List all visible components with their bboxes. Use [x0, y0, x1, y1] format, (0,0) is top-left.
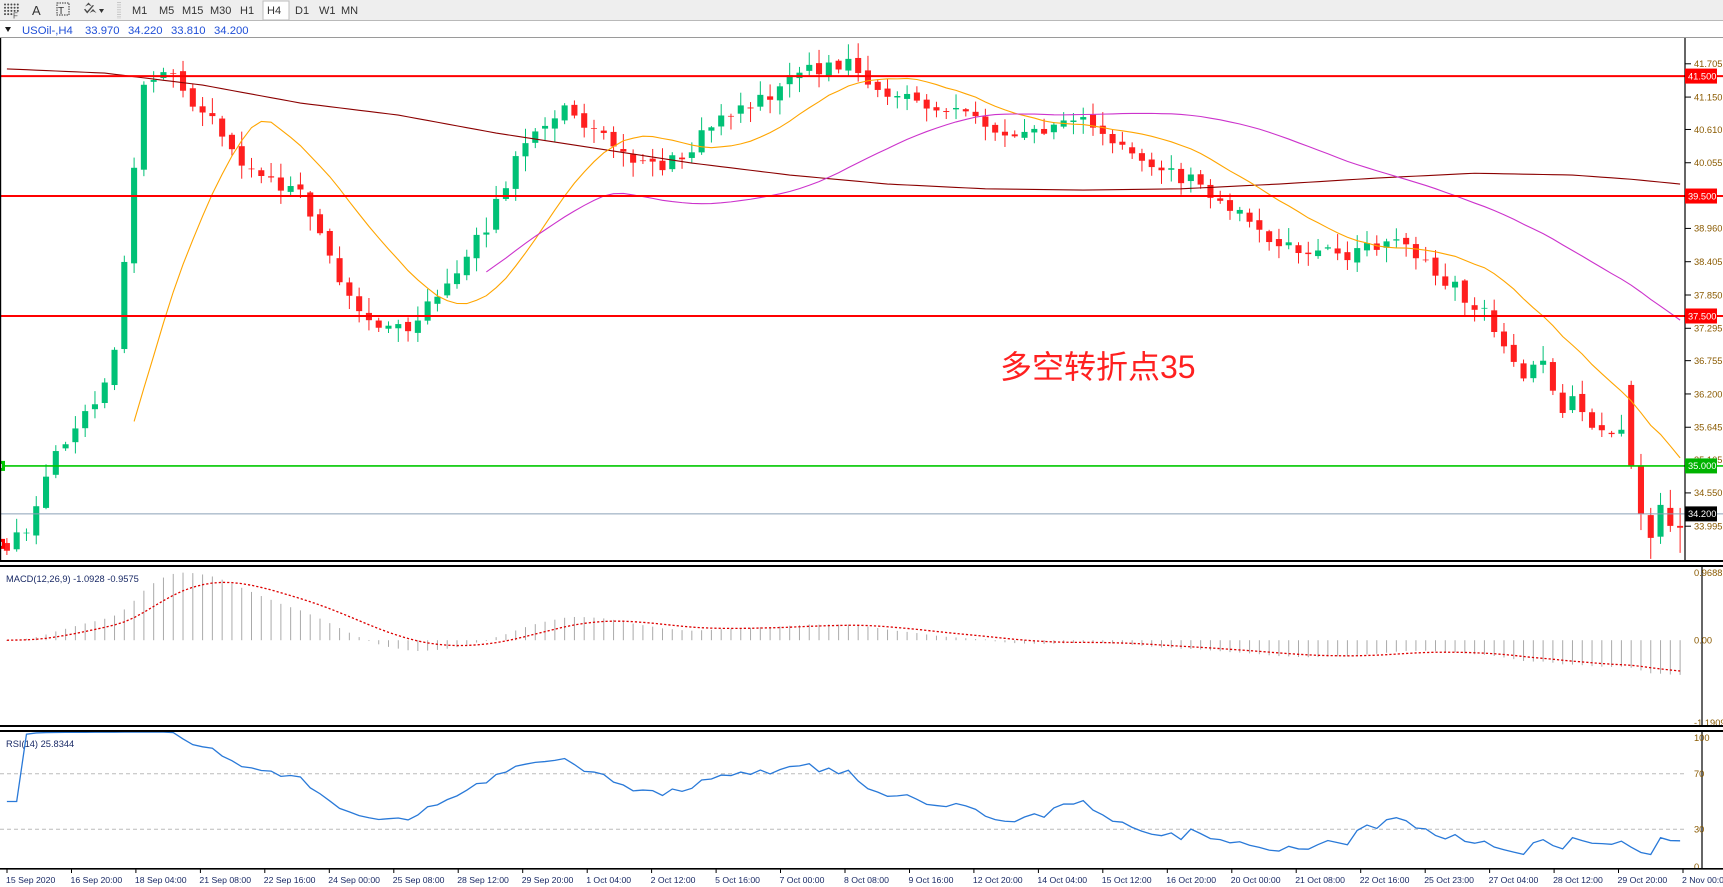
svg-text:33.970: 33.970 — [85, 25, 120, 37]
svg-text:25 Sep 08:00: 25 Sep 08:00 — [393, 875, 445, 885]
svg-text:41.500: 41.500 — [1688, 71, 1716, 81]
svg-text:21 Sep 08:00: 21 Sep 08:00 — [199, 875, 251, 885]
svg-text:T: T — [58, 6, 64, 17]
svg-text:F: F — [13, 12, 18, 21]
svg-text:35.000: 35.000 — [1688, 461, 1716, 471]
svg-text:38.405: 38.405 — [1694, 257, 1722, 267]
svg-text:27 Oct 04:00: 27 Oct 04:00 — [1489, 875, 1539, 885]
svg-text:15 Sep 2020: 15 Sep 2020 — [6, 875, 55, 885]
svg-text:15 Oct 12:00: 15 Oct 12:00 — [1102, 875, 1152, 885]
svg-text:M5: M5 — [159, 5, 174, 17]
svg-text:28 Sep 12:00: 28 Sep 12:00 — [457, 875, 509, 885]
svg-text:18 Sep 04:00: 18 Sep 04:00 — [135, 875, 187, 885]
svg-text:30: 30 — [1694, 825, 1704, 835]
svg-text:28 Oct 12:00: 28 Oct 12:00 — [1553, 875, 1603, 885]
svg-text:100: 100 — [1694, 733, 1710, 743]
svg-text:A: A — [32, 3, 41, 18]
svg-text:25 Oct 23:00: 25 Oct 23:00 — [1424, 875, 1474, 885]
svg-text:40.055: 40.055 — [1694, 158, 1722, 168]
svg-text:34.200: 34.200 — [1688, 509, 1716, 519]
svg-text:H1: H1 — [240, 5, 254, 17]
svg-text:7 Oct 00:00: 7 Oct 00:00 — [780, 875, 825, 885]
svg-text:M15: M15 — [182, 5, 203, 17]
svg-text:41.705: 41.705 — [1694, 59, 1722, 69]
svg-text:8 Oct 08:00: 8 Oct 08:00 — [844, 875, 889, 885]
svg-text:-1.1909: -1.1909 — [1694, 718, 1723, 727]
svg-text:22 Sep 16:00: 22 Sep 16:00 — [264, 875, 316, 885]
svg-text:2 Nov 00:00: 2 Nov 00:00 — [1682, 875, 1723, 885]
svg-text:35.645: 35.645 — [1694, 423, 1722, 433]
svg-text:0.9688: 0.9688 — [1694, 568, 1722, 578]
svg-text:14 Oct 04:00: 14 Oct 04:00 — [1037, 875, 1087, 885]
svg-text:12 Oct 20:00: 12 Oct 20:00 — [973, 875, 1023, 885]
svg-text:70: 70 — [1694, 769, 1704, 779]
svg-text:37.500: 37.500 — [1688, 311, 1716, 321]
svg-text:41.150: 41.150 — [1694, 92, 1722, 102]
svg-text:37.850: 37.850 — [1694, 290, 1722, 300]
svg-text:M30: M30 — [210, 5, 231, 17]
svg-text:1 Oct 04:00: 1 Oct 04:00 — [586, 875, 631, 885]
svg-text:34.200: 34.200 — [214, 25, 249, 37]
svg-text:33.810: 33.810 — [171, 25, 206, 37]
svg-text:33.995: 33.995 — [1694, 522, 1722, 532]
svg-text:40.610: 40.610 — [1694, 125, 1722, 135]
svg-text:22 Oct 16:00: 22 Oct 16:00 — [1360, 875, 1410, 885]
svg-text:RSI(14) 25.8344: RSI(14) 25.8344 — [6, 739, 74, 749]
svg-text:W1: W1 — [319, 5, 336, 17]
svg-text:MN: MN — [341, 5, 358, 17]
svg-text:9 Oct 16:00: 9 Oct 16:00 — [909, 875, 954, 885]
svg-text:16 Sep 20:00: 16 Sep 20:00 — [71, 875, 123, 885]
svg-text:29 Sep 20:00: 29 Sep 20:00 — [522, 875, 574, 885]
svg-text:37.295: 37.295 — [1694, 324, 1722, 334]
svg-text:39.500: 39.500 — [1688, 191, 1716, 201]
svg-text:多空转折点35: 多空转折点35 — [1000, 349, 1196, 385]
svg-text:2 Oct 12:00: 2 Oct 12:00 — [651, 875, 696, 885]
svg-text:5 Oct 16:00: 5 Oct 16:00 — [715, 875, 760, 885]
svg-text:0.00: 0.00 — [1694, 636, 1712, 646]
svg-text:34.550: 34.550 — [1694, 488, 1722, 498]
svg-text:20 Oct 00:00: 20 Oct 00:00 — [1231, 875, 1281, 885]
svg-text:M1: M1 — [132, 5, 147, 17]
svg-text:MACD(12,26,9) -1.0928 -0.9575: MACD(12,26,9) -1.0928 -0.9575 — [6, 574, 139, 584]
svg-text:D1: D1 — [295, 5, 309, 17]
svg-text:36.200: 36.200 — [1694, 389, 1722, 399]
svg-text:38.960: 38.960 — [1694, 224, 1722, 234]
svg-text:H4: H4 — [267, 5, 281, 17]
svg-text:34.220: 34.220 — [128, 25, 163, 37]
svg-text:24 Sep 00:00: 24 Sep 00:00 — [328, 875, 380, 885]
svg-text:36.755: 36.755 — [1694, 356, 1722, 366]
svg-text:USOil-,H4: USOil-,H4 — [22, 25, 73, 37]
svg-text:0: 0 — [1694, 862, 1699, 869]
svg-text:21 Oct 08:00: 21 Oct 08:00 — [1295, 875, 1345, 885]
svg-text:29 Oct 20:00: 29 Oct 20:00 — [1618, 875, 1668, 885]
svg-text:16 Oct 20:00: 16 Oct 20:00 — [1166, 875, 1216, 885]
